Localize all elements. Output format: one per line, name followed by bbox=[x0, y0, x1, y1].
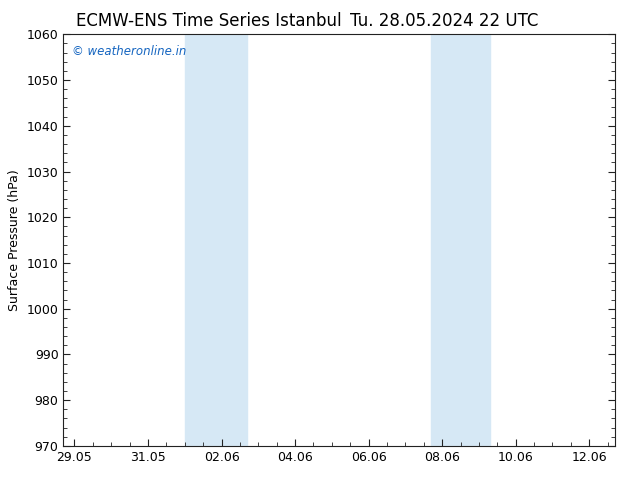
Y-axis label: Surface Pressure (hPa): Surface Pressure (hPa) bbox=[8, 169, 21, 311]
Text: Tu. 28.05.2024 22 UTC: Tu. 28.05.2024 22 UTC bbox=[349, 12, 538, 30]
Bar bbox=[184, 34, 247, 446]
Bar bbox=[431, 34, 490, 446]
Text: © weatheronline.in: © weatheronline.in bbox=[72, 45, 186, 58]
Text: ECMW-ENS Time Series Istanbul: ECMW-ENS Time Series Istanbul bbox=[77, 12, 342, 30]
